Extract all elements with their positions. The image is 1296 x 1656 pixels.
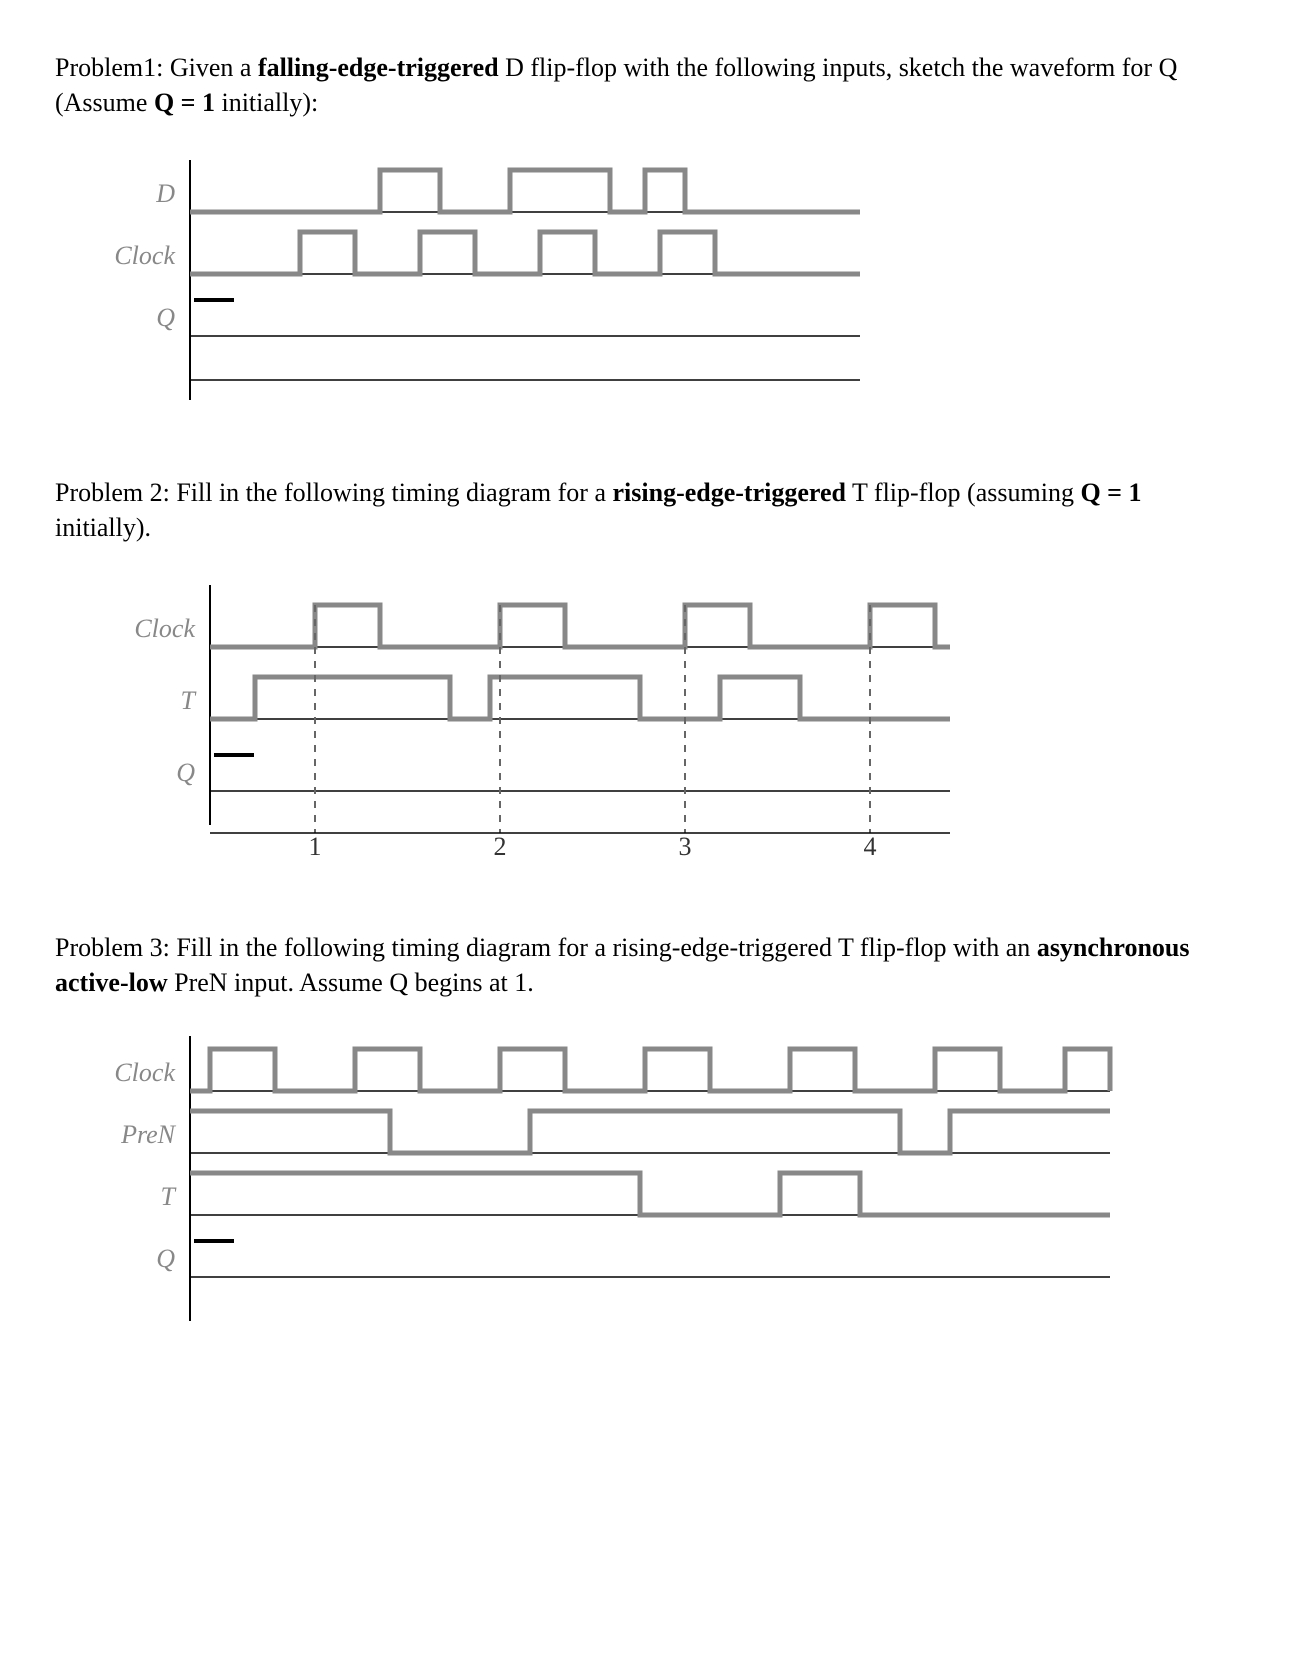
svg-text:2: 2 [494,832,507,861]
svg-text:T: T [161,1182,177,1211]
svg-text:Q: Q [156,1244,175,1273]
problem2-diagram: Clock T Q 1 2 3 4 [80,575,1241,875]
svg-text:3: 3 [679,832,692,861]
svg-text:PreN: PreN [120,1120,177,1149]
svg-text:Clock: Clock [114,241,175,270]
problem3-diagram: Clock PreN T Q [80,1031,1241,1341]
svg-text:Q: Q [156,303,175,332]
svg-text:Clock: Clock [114,1058,175,1087]
svg-text:D: D [155,179,175,208]
svg-text:T: T [181,686,197,715]
problem3-text: Problem 3: Fill in the following timing … [55,930,1241,1000]
svg-text:4: 4 [864,832,877,861]
problem1-text: Problem1: Given a falling-edge-triggered… [55,50,1241,120]
problem2-text: Problem 2: Fill in the following timing … [55,475,1241,545]
svg-text:Q: Q [176,758,195,787]
svg-text:Clock: Clock [134,614,195,643]
svg-text:1: 1 [309,832,322,861]
problem1-diagram: D Clock Q [80,150,1241,420]
